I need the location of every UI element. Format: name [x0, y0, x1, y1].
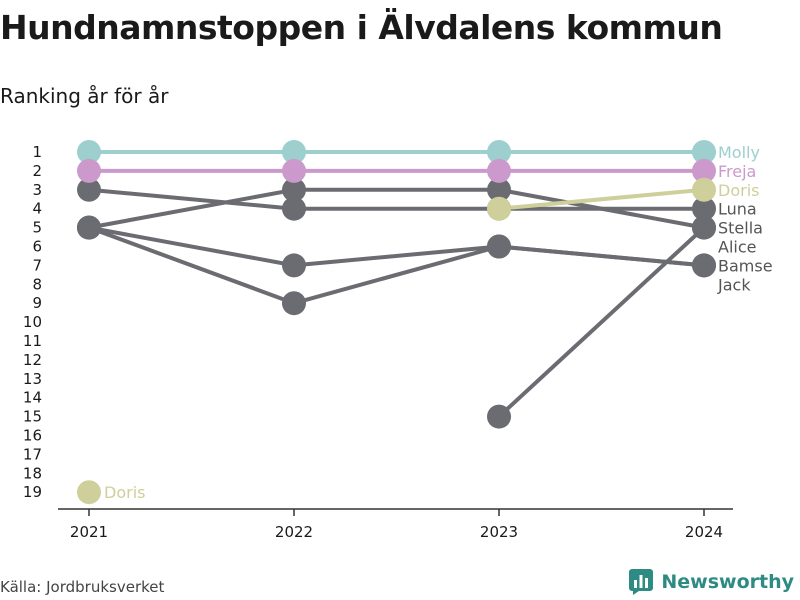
- data-point-jack: [487, 404, 511, 429]
- data-point-molly: [77, 140, 101, 164]
- data-point-molly: [692, 140, 716, 164]
- y-tick-label: 15: [23, 408, 42, 426]
- y-tick-label: 19: [23, 483, 42, 501]
- data-point-doris: [487, 196, 511, 221]
- data-point-alice: [282, 291, 306, 316]
- data-point-freja: [282, 158, 306, 183]
- data-point-luna: [77, 177, 101, 202]
- y-tick-label: 6: [32, 238, 42, 256]
- series-lines: [88, 150, 706, 419]
- end-label-bamse: Bamse: [718, 256, 773, 275]
- y-tick-label: 7: [32, 256, 42, 274]
- y-tick-label: 2: [32, 162, 42, 180]
- data-point-bamse: [77, 215, 101, 240]
- data-point-bamse: [487, 234, 511, 259]
- data-point-doris: [692, 177, 716, 202]
- x-tick-label: 2021: [70, 523, 108, 541]
- y-tick-label: 13: [23, 370, 42, 388]
- x-tick-label: 2022: [275, 523, 313, 541]
- brand-logo: Newsworthy: [629, 569, 794, 595]
- data-point-stella: [282, 177, 306, 202]
- series-points: [77, 140, 716, 505]
- brand-name: Newsworthy: [661, 571, 794, 593]
- data-point-molly: [282, 140, 306, 164]
- series-line-alice: [88, 225, 705, 306]
- data-point-luna: [282, 196, 306, 221]
- x-tick-label: 2023: [480, 523, 518, 541]
- end-label-doris: Doris: [718, 181, 759, 200]
- y-tick-label: 12: [23, 351, 42, 369]
- chart-subtitle: Ranking år för år: [0, 84, 169, 108]
- y-tick-label: 17: [23, 445, 42, 463]
- data-point-bamse: [692, 253, 716, 278]
- end-label-luna: Luna: [718, 200, 757, 219]
- x-tick-label: 2024: [685, 523, 723, 541]
- end-label-molly: Molly: [718, 143, 760, 162]
- y-tick-label: 3: [32, 181, 42, 199]
- data-point-doris: [77, 480, 101, 505]
- series-line-jack: [497, 226, 706, 419]
- bar-chart-logo-icon: [629, 569, 654, 595]
- annotation-label-doris: Doris: [104, 483, 145, 502]
- end-label-jack: Jack: [717, 275, 751, 294]
- chart-title: Hundnamnstoppen i Älvdalens kommun: [0, 8, 723, 47]
- series-end-labels: MollyFrejaDorisLunaStellaAliceBamseJackD…: [104, 143, 773, 502]
- y-tick-label: 9: [32, 294, 42, 312]
- data-point-freja: [77, 158, 101, 183]
- data-point-stella: [487, 177, 511, 202]
- series-line-stella: [88, 187, 705, 230]
- series-line-doris: [498, 187, 705, 211]
- series-line-bamse: [88, 225, 705, 268]
- end-label-alice: Alice: [718, 238, 756, 257]
- data-point-molly: [487, 140, 511, 164]
- data-point-jack: [692, 215, 716, 240]
- x-axis: 2021 2022 2023 2024: [58, 508, 733, 541]
- y-tick-label: 18: [23, 464, 42, 482]
- source-note: Källa: Jordbruksverket: [0, 578, 165, 596]
- end-label-freja: Freja: [718, 162, 756, 181]
- y-tick-label: 11: [23, 332, 42, 350]
- y-tick-label: 8: [32, 275, 42, 293]
- end-label-stella: Stella: [718, 219, 763, 238]
- data-point-bamse: [282, 253, 306, 278]
- y-tick-label: 4: [32, 200, 42, 218]
- y-tick-label: 10: [23, 313, 42, 331]
- data-point-freja: [692, 158, 716, 183]
- y-tick-label: 1: [32, 143, 42, 161]
- data-point-freja: [487, 158, 511, 183]
- y-tick-label: 14: [23, 389, 42, 407]
- y-tick-label: 16: [23, 427, 42, 445]
- y-tick-label: 5: [32, 219, 42, 237]
- data-point-luna: [692, 196, 716, 221]
